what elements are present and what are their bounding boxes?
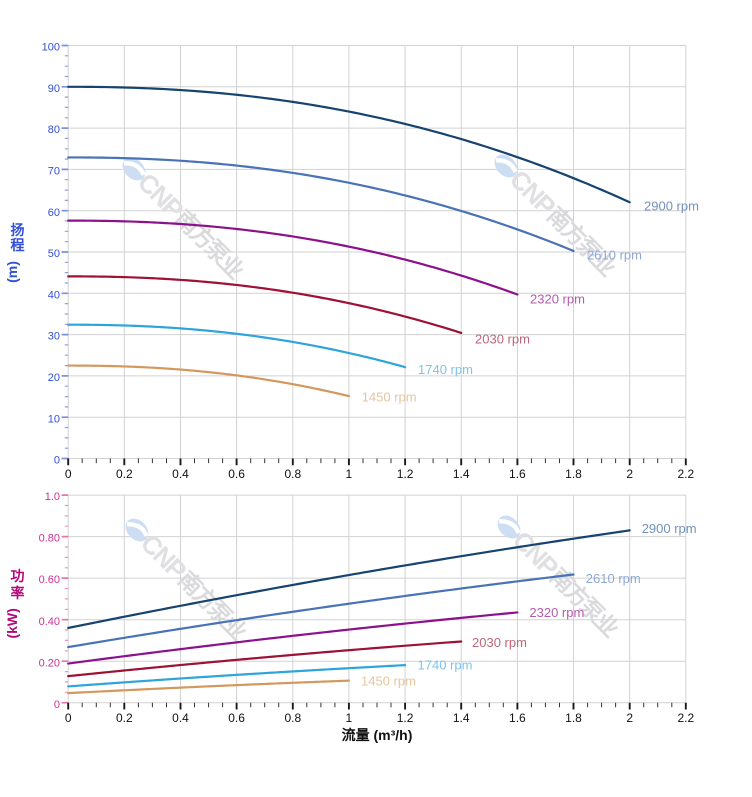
svg-text:1450 rpm: 1450 rpm bbox=[362, 390, 417, 405]
svg-text:2610 rpm: 2610 rpm bbox=[586, 571, 641, 586]
svg-text:60: 60 bbox=[48, 207, 60, 219]
svg-text:100: 100 bbox=[42, 42, 60, 54]
svg-text:90: 90 bbox=[48, 83, 60, 95]
svg-text:0: 0 bbox=[65, 467, 72, 481]
svg-text:80: 80 bbox=[48, 124, 60, 136]
svg-text:0.4: 0.4 bbox=[172, 467, 189, 481]
svg-text:1: 1 bbox=[346, 467, 353, 481]
svg-text:0.6: 0.6 bbox=[228, 711, 245, 725]
svg-text:20: 20 bbox=[48, 372, 60, 384]
svg-text:1: 1 bbox=[346, 711, 353, 725]
svg-text:1.4: 1.4 bbox=[453, 711, 470, 725]
svg-text:2320 rpm: 2320 rpm bbox=[530, 291, 585, 306]
svg-text:2: 2 bbox=[626, 711, 633, 725]
svg-text:0: 0 bbox=[54, 455, 60, 467]
svg-text:10: 10 bbox=[48, 413, 60, 425]
svg-text:扬: 扬 bbox=[11, 222, 25, 238]
svg-text:功: 功 bbox=[11, 568, 25, 584]
svg-text:1740 rpm: 1740 rpm bbox=[418, 362, 473, 377]
svg-text:2320 rpm: 2320 rpm bbox=[529, 605, 584, 620]
svg-text:0: 0 bbox=[65, 711, 72, 725]
svg-text:程: 程 bbox=[11, 237, 25, 253]
svg-text:0.40: 0.40 bbox=[39, 616, 60, 628]
svg-text:0.80: 0.80 bbox=[39, 533, 60, 545]
svg-text:流量 (m³/h): 流量 (m³/h) bbox=[342, 727, 413, 743]
svg-text:(kW): (kW) bbox=[4, 608, 20, 638]
svg-text:0.2: 0.2 bbox=[116, 711, 133, 725]
svg-text:0.2: 0.2 bbox=[116, 467, 133, 481]
svg-text:1.8: 1.8 bbox=[565, 467, 582, 481]
svg-text:30: 30 bbox=[48, 331, 60, 343]
svg-text:50: 50 bbox=[48, 248, 60, 260]
svg-text:1.4: 1.4 bbox=[453, 467, 470, 481]
svg-text:2.2: 2.2 bbox=[677, 467, 694, 481]
svg-text:2900 rpm: 2900 rpm bbox=[642, 521, 697, 536]
svg-text:1450 rpm: 1450 rpm bbox=[361, 673, 416, 688]
svg-text:1.2: 1.2 bbox=[397, 467, 414, 481]
svg-text:率: 率 bbox=[11, 585, 25, 601]
svg-text:2610 rpm: 2610 rpm bbox=[587, 247, 642, 262]
svg-text:2900 rpm: 2900 rpm bbox=[644, 198, 699, 213]
svg-text:2: 2 bbox=[626, 467, 633, 481]
svg-text:2030 rpm: 2030 rpm bbox=[475, 331, 530, 346]
svg-text:2030 rpm: 2030 rpm bbox=[472, 635, 527, 650]
svg-text:0: 0 bbox=[54, 699, 60, 711]
svg-text:40: 40 bbox=[48, 289, 60, 301]
svg-text:(m): (m) bbox=[4, 261, 20, 283]
svg-text:1.6: 1.6 bbox=[509, 467, 526, 481]
svg-text:2.2: 2.2 bbox=[677, 711, 694, 725]
svg-text:1.6: 1.6 bbox=[509, 711, 526, 725]
svg-text:1.2: 1.2 bbox=[397, 711, 414, 725]
svg-text:0.6: 0.6 bbox=[228, 467, 245, 481]
svg-text:1.8: 1.8 bbox=[565, 711, 582, 725]
svg-text:0.8: 0.8 bbox=[284, 467, 301, 481]
svg-text:0.8: 0.8 bbox=[284, 711, 301, 725]
svg-text:70: 70 bbox=[48, 166, 60, 178]
svg-text:1740 rpm: 1740 rpm bbox=[418, 657, 473, 672]
svg-text:1.0: 1.0 bbox=[45, 491, 60, 503]
svg-text:0.60: 0.60 bbox=[39, 574, 60, 586]
svg-text:0.20: 0.20 bbox=[39, 657, 60, 669]
svg-text:0.4: 0.4 bbox=[172, 711, 189, 725]
